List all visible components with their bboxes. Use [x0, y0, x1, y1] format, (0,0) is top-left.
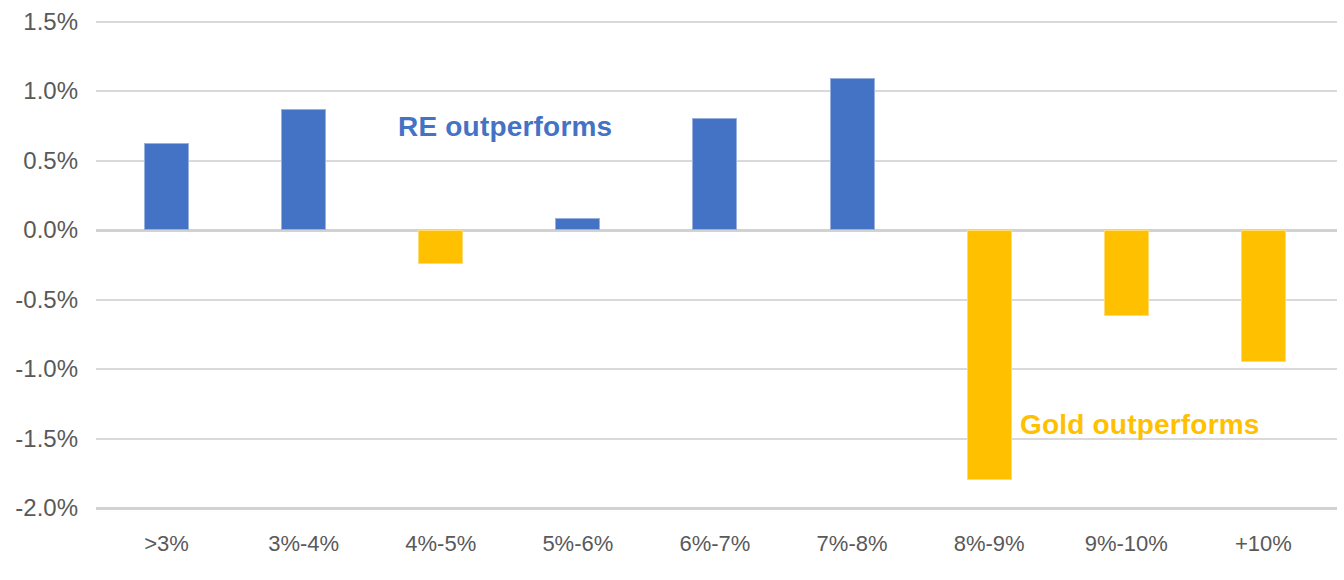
bar-3%-4% — [281, 109, 326, 230]
x-category-label: 3%-4% — [235, 531, 373, 557]
bar-6%-7% — [692, 118, 737, 230]
y-tick-label: -1.0% — [0, 356, 78, 382]
gridline-1.5% — [96, 21, 1337, 23]
x-category-label: 6%-7% — [646, 531, 784, 557]
gridline--2.0% — [96, 507, 1337, 510]
bar-7%-8% — [830, 78, 875, 231]
x-category-label: 9%-10% — [1057, 531, 1195, 557]
gridline--1.0% — [96, 368, 1337, 370]
y-tick-label: 1.0% — [0, 78, 78, 104]
gridline--0.5% — [96, 299, 1337, 301]
x-category-label: 7%-8% — [783, 531, 921, 557]
bar-4%-5% — [418, 230, 463, 263]
y-tick-label: 1.5% — [0, 9, 78, 35]
bar-+10% — [1241, 230, 1286, 362]
bar-9%-10% — [1104, 230, 1149, 316]
bar-8%-9% — [967, 230, 1012, 480]
x-category-label: >3% — [98, 531, 236, 557]
bar->3% — [144, 143, 189, 230]
x-category-label: 8%-9% — [920, 531, 1058, 557]
y-tick-label: 0.5% — [0, 148, 78, 174]
y-tick-label: 0.0% — [0, 217, 78, 243]
x-category-label: +10% — [1194, 531, 1332, 557]
annotation-re-outperforms: RE outperforms — [398, 111, 612, 143]
y-tick-label: -2.0% — [0, 495, 78, 521]
x-category-label: 4%-5% — [372, 531, 510, 557]
y-tick-label: -0.5% — [0, 287, 78, 313]
annotation-gold-outperforms: Gold outperforms — [1020, 409, 1260, 441]
gridline-1.0% — [96, 90, 1337, 92]
x-category-label: 5%-6% — [509, 531, 647, 557]
bar-5%-6% — [555, 218, 600, 230]
y-tick-label: -1.5% — [0, 426, 78, 452]
bar-chart: 1.5% 1.0% 0.5% 0.0% -0.5% -1.0% -1.5% -2.0% >3%… — [0, 0, 1344, 580]
